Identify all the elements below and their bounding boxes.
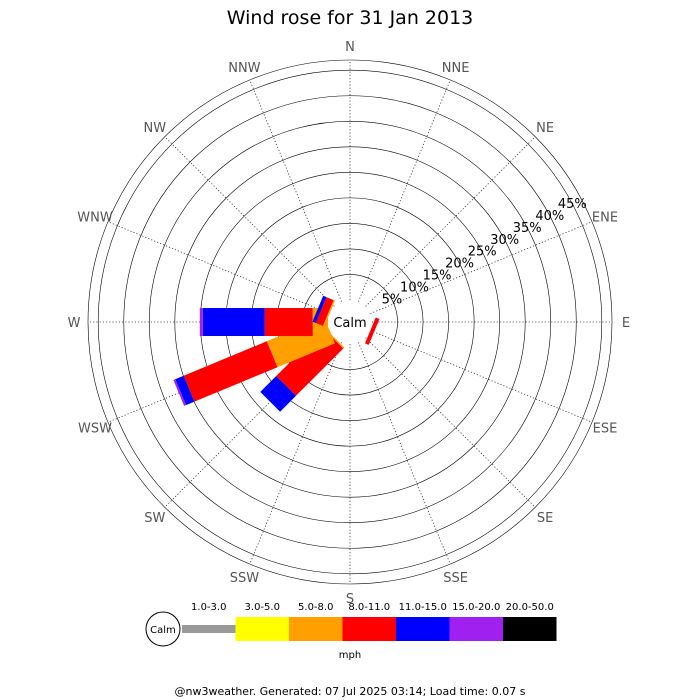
legend-label-bin4: 11.0-15.0	[399, 602, 447, 613]
legend-swatch-bin3	[342, 617, 396, 641]
direction-label-ne: NE	[536, 121, 554, 136]
legend-label-bin3: 8.0-11.0	[348, 602, 390, 613]
legend-swatch-bin5	[449, 617, 503, 641]
bar-sw-bin4	[260, 376, 296, 412]
direction-label-nw: NW	[144, 121, 167, 136]
bar-ese-bin3	[365, 317, 380, 345]
legend-label-bin0: 1.0-3.0	[191, 602, 226, 613]
direction-label-se: SE	[537, 511, 553, 526]
calm-circle	[328, 300, 372, 344]
legend-unit: mph	[339, 650, 361, 661]
legend-swatch-bin6	[503, 617, 557, 641]
direction-label-ese: ESE	[593, 422, 618, 437]
outer-ring	[87, 59, 613, 585]
percent-label: 15%	[423, 269, 452, 284]
percent-label: 10%	[400, 281, 429, 296]
bar-w-bin4	[202, 308, 265, 336]
bar-wnw-bin4	[312, 295, 327, 323]
percent-label: 35%	[513, 221, 542, 236]
footer-text: @nw3weather. Generated: 07 Jul 2025 03:1…	[175, 685, 526, 698]
speed-legend: Calm 1.0-3.0 3.0-5.0 5.0-8.0 8.0-11.0 11.0-15…	[145, 602, 557, 647]
grid-ring	[148, 120, 552, 524]
grid-ring	[97, 69, 603, 575]
legend-swatch-bin1	[235, 617, 289, 641]
direction-label-w: W	[68, 316, 81, 331]
direction-label-n: N	[345, 40, 355, 55]
bar-wsw-bin5	[173, 379, 186, 406]
legend-label-bin1: 3.0-5.0	[245, 602, 280, 613]
percent-labels: 5%10%15%20%25%30%35%40%45%	[382, 197, 587, 308]
percent-label: 25%	[468, 245, 497, 260]
direction-label-nnw: NNW	[228, 61, 260, 76]
direction-label-sse: SSE	[443, 571, 468, 586]
percent-label: 5%	[382, 293, 403, 308]
chart-title: Wind rose for 31 Jan 2013	[227, 7, 474, 29]
legend-label-bin6: 20.0-50.0	[506, 602, 554, 613]
direction-label-nne: NNE	[442, 61, 470, 76]
legend-swatch-bin4	[396, 617, 450, 641]
bar-wsw-bin3	[183, 341, 278, 402]
calm-label: Calm	[333, 316, 366, 331]
percent-label: 30%	[490, 233, 519, 248]
bar-wnw-bin3	[315, 297, 334, 326]
percent-label: 45%	[558, 197, 587, 212]
bar-w-bin5	[199, 308, 203, 336]
direction-label-ene: ENE	[592, 210, 618, 225]
grid-ring	[174, 146, 526, 498]
percent-label: 40%	[535, 209, 564, 224]
legend-calm-circle	[145, 611, 181, 647]
bar-wnw-bin2	[322, 300, 335, 327]
legend-swatch-bin0	[182, 625, 236, 633]
direction-labels: N NNE NE ENE E ESE SE SSE S SSW SW WSW W WNW NW NNW	[68, 40, 631, 607]
direction-label-sw: SW	[144, 511, 165, 526]
direction-label-s: S	[346, 592, 354, 607]
legend-label-bin5: 15.0-20.0	[452, 602, 500, 613]
direction-label-ssw: SSW	[230, 571, 260, 586]
wind-bars	[173, 295, 380, 412]
radial-grid	[87, 59, 613, 585]
legend-swatch-bin2	[289, 617, 343, 641]
percent-label: 20%	[445, 257, 474, 272]
bar-wsw-bin4	[175, 375, 195, 406]
direction-label-wnw: WNW	[77, 210, 113, 225]
direction-label-wsw: WSW	[78, 422, 112, 437]
direction-label-e: E	[622, 316, 630, 331]
legend-calm-label: Calm	[150, 625, 176, 636]
bar-w-bin3	[264, 308, 313, 336]
grid-ring	[123, 95, 577, 549]
legend-label-bin2: 5.0-8.0	[298, 602, 333, 613]
